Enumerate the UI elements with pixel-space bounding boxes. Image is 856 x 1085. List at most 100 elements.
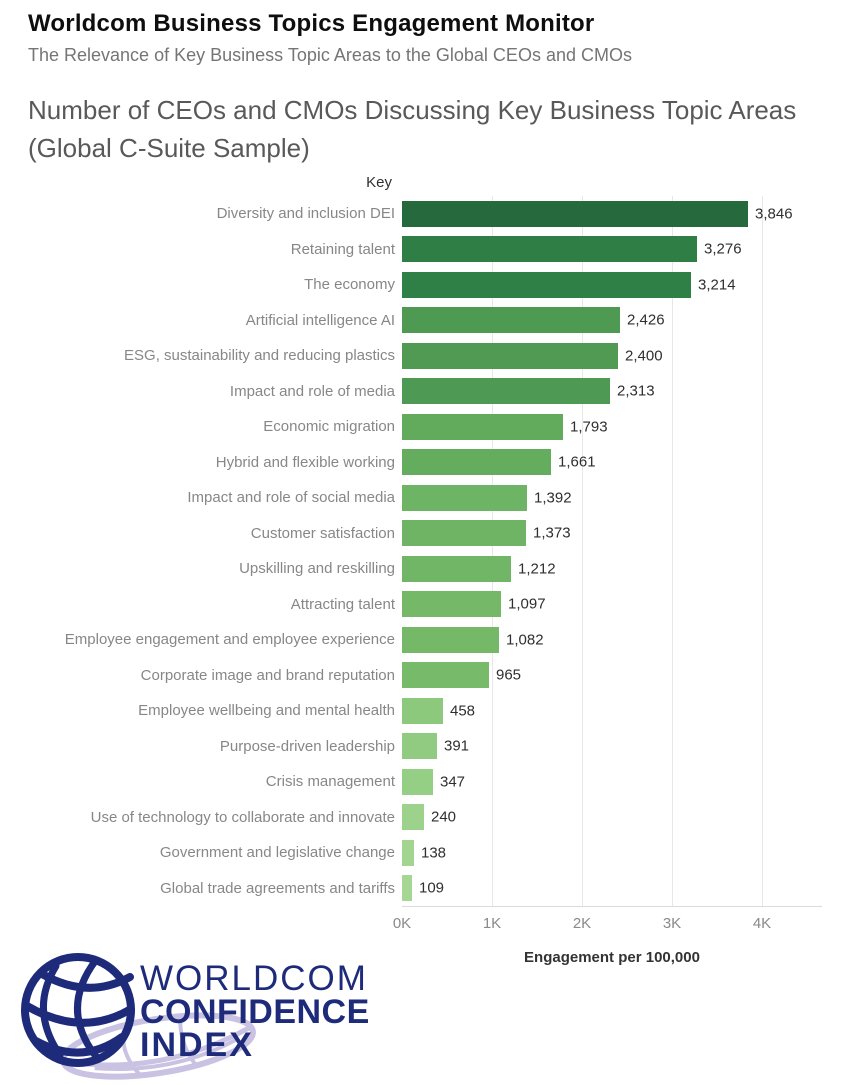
value-label: 347 [440, 773, 466, 791]
bar[interactable] [402, 591, 501, 618]
category-label: Impact and role of media [229, 382, 395, 400]
category-label: Artificial intelligence AI [245, 311, 395, 329]
bar[interactable] [402, 804, 424, 831]
bar-cell: 109 [402, 871, 856, 907]
bar[interactable] [402, 413, 563, 440]
bar-cell: 1,793 [402, 409, 856, 445]
bar-cell: 1,392 [402, 480, 856, 516]
bar-cell: 240 [402, 800, 856, 836]
bar-cell: 2,426 [402, 303, 856, 339]
logo-confidence: CONFIDENCE [140, 993, 370, 1031]
bar-row: Attracting talent 1,097 [0, 587, 856, 623]
x-axis-line [402, 906, 822, 907]
x-tick-label: 0K [392, 915, 412, 932]
bar-cell: 1,082 [402, 622, 856, 658]
category-label: Impact and role of social media [187, 489, 395, 507]
bar[interactable] [402, 839, 414, 866]
value-label: 138 [421, 844, 447, 862]
bar[interactable] [402, 484, 527, 511]
chart-title-line1: Number of CEOs and CMOs Discussing Key B… [28, 95, 797, 125]
bar[interactable] [402, 697, 443, 724]
x-tick-label: 3K [662, 915, 682, 932]
category-label: Purpose-driven leadership [219, 737, 395, 755]
x-tick-label: 1K [482, 915, 502, 932]
bar[interactable] [402, 378, 610, 405]
bar[interactable] [402, 449, 551, 476]
bar-row: Government and legislative change 138 [0, 835, 856, 871]
value-label: 391 [444, 737, 470, 755]
bar-row: Hybrid and flexible working 1,661 [0, 445, 856, 481]
value-label: 3,846 [755, 205, 793, 223]
value-label: 109 [419, 879, 445, 897]
bar-cell: 3,276 [402, 232, 856, 268]
bar-cell: 2,313 [402, 374, 856, 410]
chart-title: Number of CEOs and CMOs Discussing Key B… [28, 91, 796, 167]
gridline [582, 196, 583, 906]
bar-row: Diversity and inclusion DEI 3,846 [0, 196, 856, 232]
category-label: Diversity and inclusion DEI [216, 205, 395, 223]
bar-cell: 347 [402, 764, 856, 800]
gridline [492, 196, 493, 906]
category-label: Use of technology to collaborate and inn… [90, 808, 395, 826]
value-label: 1,793 [570, 418, 608, 436]
category-label: Employee engagement and employee experie… [64, 631, 395, 649]
globe-icon [21, 953, 256, 1080]
bar-row: Upskilling and reskilling 1,212 [0, 551, 856, 587]
bar-rows: Diversity and inclusion DEI 3,846 Retain… [0, 196, 856, 906]
value-label: 2,426 [627, 311, 665, 329]
bar-row: Purpose-driven leadership 391 [0, 729, 856, 765]
category-label: Hybrid and flexible working [215, 453, 395, 471]
value-label: 1,097 [508, 595, 546, 613]
page-subtitle: The Relevance of Key Business Topic Area… [28, 45, 632, 65]
bar-cell: 391 [402, 729, 856, 765]
category-label: Crisis management [265, 773, 395, 791]
bar[interactable] [402, 555, 511, 582]
bar-cell: 965 [402, 658, 856, 694]
bar-cell: 458 [402, 693, 856, 729]
bar-row: Global trade agreements and tariffs 109 [0, 871, 856, 907]
bar[interactable] [402, 200, 748, 227]
bar[interactable] [402, 733, 437, 760]
bar[interactable] [402, 520, 526, 547]
worldcom-confidence-index-logo: WORLDCOM CONFIDENCE INDEX [8, 946, 438, 1084]
bar-row: The economy 3,214 [0, 267, 856, 303]
bar[interactable] [402, 307, 620, 334]
bar[interactable] [402, 626, 499, 653]
bar[interactable] [402, 271, 691, 298]
bar-cell: 138 [402, 835, 856, 871]
category-label: Employee wellbeing and mental health [138, 702, 395, 720]
category-label: Economic migration [263, 418, 395, 436]
bar-cell: 1,097 [402, 587, 856, 623]
x-axis-title: Engagement per 100,000 [524, 949, 700, 966]
key-column-header: Key [366, 174, 392, 191]
bar[interactable] [402, 342, 618, 369]
category-label: Retaining talent [290, 240, 395, 258]
bar-row: Corporate image and brand reputation 965 [0, 658, 856, 694]
value-label: 965 [496, 666, 522, 684]
bar-row: Retaining talent 3,276 [0, 232, 856, 268]
bar[interactable] [402, 236, 697, 263]
bar-cell: 1,661 [402, 445, 856, 481]
bar[interactable] [402, 768, 433, 795]
logo-worldcom: WORLDCOM [140, 959, 368, 998]
logo-index: INDEX [140, 1026, 254, 1064]
category-label: Attracting talent [290, 595, 395, 613]
x-tick-label: 2K [572, 915, 592, 932]
bar-cell: 3,214 [402, 267, 856, 303]
value-label: 1,212 [518, 560, 556, 578]
category-label: Government and legislative change [159, 844, 395, 862]
category-label: Corporate image and brand reputation [140, 666, 395, 684]
value-label: 1,392 [534, 489, 572, 507]
value-label: 1,082 [506, 631, 544, 649]
category-label: Global trade agreements and tariffs [160, 879, 395, 897]
bar-row: Economic migration 1,793 [0, 409, 856, 445]
bar-row: Employee wellbeing and mental health 458 [0, 693, 856, 729]
bar[interactable] [402, 875, 412, 902]
bar-row: Artificial intelligence AI 2,426 [0, 303, 856, 339]
bar-cell: 2,400 [402, 338, 856, 374]
bar[interactable] [402, 662, 489, 689]
category-label: ESG, sustainability and reducing plastic… [124, 347, 395, 365]
bar-row: ESG, sustainability and reducing plastic… [0, 338, 856, 374]
bar-row: Impact and role of media 2,313 [0, 374, 856, 410]
bar-cell: 1,373 [402, 516, 856, 552]
